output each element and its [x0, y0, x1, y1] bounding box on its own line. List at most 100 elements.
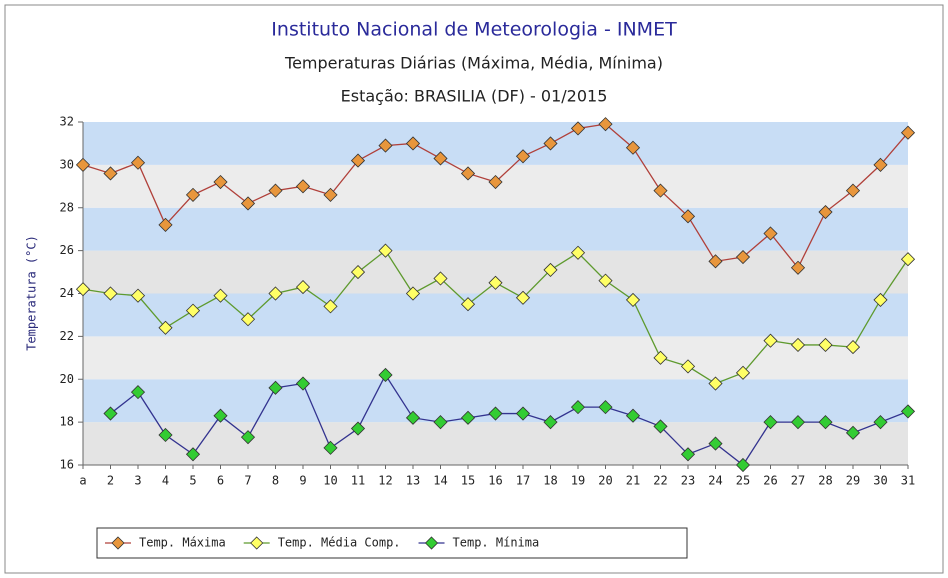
x-tick-label: 27 [791, 474, 805, 488]
data-point [350, 153, 366, 168]
data-point [405, 286, 421, 301]
data-point [158, 427, 173, 443]
x-tick-label: 22 [653, 474, 667, 488]
data-point [130, 385, 146, 400]
data-point [543, 415, 558, 430]
legend-marker [111, 536, 125, 550]
data-point [625, 140, 641, 155]
data-point [268, 286, 283, 301]
x-tick-label: 5 [189, 474, 196, 488]
x-tick-label: 20 [598, 474, 612, 488]
y-tick-label: 32 [60, 115, 74, 129]
data-point [295, 280, 311, 295]
data-point [433, 415, 448, 430]
x-tick-label: 4 [162, 474, 169, 488]
data-point [653, 419, 668, 434]
y-tick-label: 26 [60, 243, 74, 257]
x-tick-label: 8 [272, 474, 279, 488]
x-tick-label: 26 [763, 474, 777, 488]
x-tick-label: 25 [736, 474, 750, 488]
x-tick-label: 6 [217, 474, 224, 488]
data-point [735, 249, 751, 265]
data-point [323, 440, 338, 455]
data-point [240, 430, 256, 445]
data-point [653, 350, 668, 365]
x-tick-label: 2 [107, 474, 114, 488]
y-tick-label: 24 [60, 286, 74, 300]
data-point [103, 286, 118, 301]
x-tick-label: 13 [406, 474, 420, 488]
y-tick-label: 22 [60, 329, 74, 343]
chart-subtitle: Temperaturas Diárias (Máxima, Média, Mín… [284, 54, 663, 73]
data-point [460, 297, 476, 312]
data-point [818, 415, 833, 430]
data-point [543, 262, 558, 277]
station-label: Estação: BRASILIA (DF) - 01/2015 [341, 87, 608, 106]
data-point [295, 179, 311, 194]
data-point [735, 365, 751, 380]
data-point [543, 136, 558, 151]
x-tick-label: 21 [626, 474, 640, 488]
data-point [790, 337, 806, 353]
x-tick-label: 3 [134, 474, 141, 488]
data-point [598, 400, 613, 415]
data-point [405, 410, 421, 425]
data-point [350, 421, 366, 436]
data-point [488, 174, 503, 190]
data-point [268, 183, 283, 198]
data-point [873, 415, 888, 430]
data-point [570, 400, 586, 415]
x-tick-label: 17 [516, 474, 530, 488]
x-tick-label: 15 [461, 474, 475, 488]
data-point [295, 376, 311, 391]
data-point [378, 367, 393, 383]
legend-label: Temp. Média Comp. [278, 536, 401, 550]
data-point [818, 204, 833, 220]
data-point [75, 157, 91, 172]
data-point [873, 157, 888, 172]
y-tick-label: 18 [60, 415, 74, 429]
x-tick-label: 30 [873, 474, 887, 488]
data-point [790, 415, 806, 430]
data-point [130, 155, 146, 170]
data-point [185, 303, 201, 318]
data-point [240, 196, 256, 211]
y-tick-label: 16 [60, 458, 74, 472]
data-point [680, 209, 696, 224]
y-tick-label: 30 [60, 157, 74, 171]
data-point [763, 333, 778, 348]
x-tick-label: 7 [244, 474, 251, 488]
data-point [598, 273, 613, 288]
background-band [83, 293, 908, 337]
data-point [708, 436, 723, 451]
data-point [625, 292, 641, 307]
data-point [515, 149, 531, 164]
data-point [158, 320, 173, 335]
data-point [900, 252, 916, 267]
x-tick-label: 31 [901, 474, 915, 488]
data-point [515, 406, 531, 421]
x-tick-label: 29 [846, 474, 860, 488]
data-point [460, 410, 476, 425]
x-tick-label: 23 [681, 474, 695, 488]
y-tick-label: 20 [60, 372, 74, 386]
background-band [83, 207, 908, 251]
legend-marker [424, 536, 439, 550]
data-point [130, 288, 146, 303]
y-tick-label: 28 [60, 200, 74, 214]
chart-title: Instituto Nacional de Meteorologia - INM… [271, 19, 677, 41]
data-point [708, 254, 723, 269]
data-point [158, 217, 173, 232]
data-point [845, 183, 861, 198]
legend-box [96, 527, 688, 559]
data-point [845, 340, 861, 355]
x-tick-label: 18 [543, 474, 557, 488]
data-point [350, 264, 366, 280]
data-point [708, 376, 723, 391]
data-point [873, 292, 888, 307]
data-point [735, 457, 751, 473]
data-point [405, 136, 421, 151]
data-point [323, 187, 338, 202]
data-point [488, 406, 503, 421]
